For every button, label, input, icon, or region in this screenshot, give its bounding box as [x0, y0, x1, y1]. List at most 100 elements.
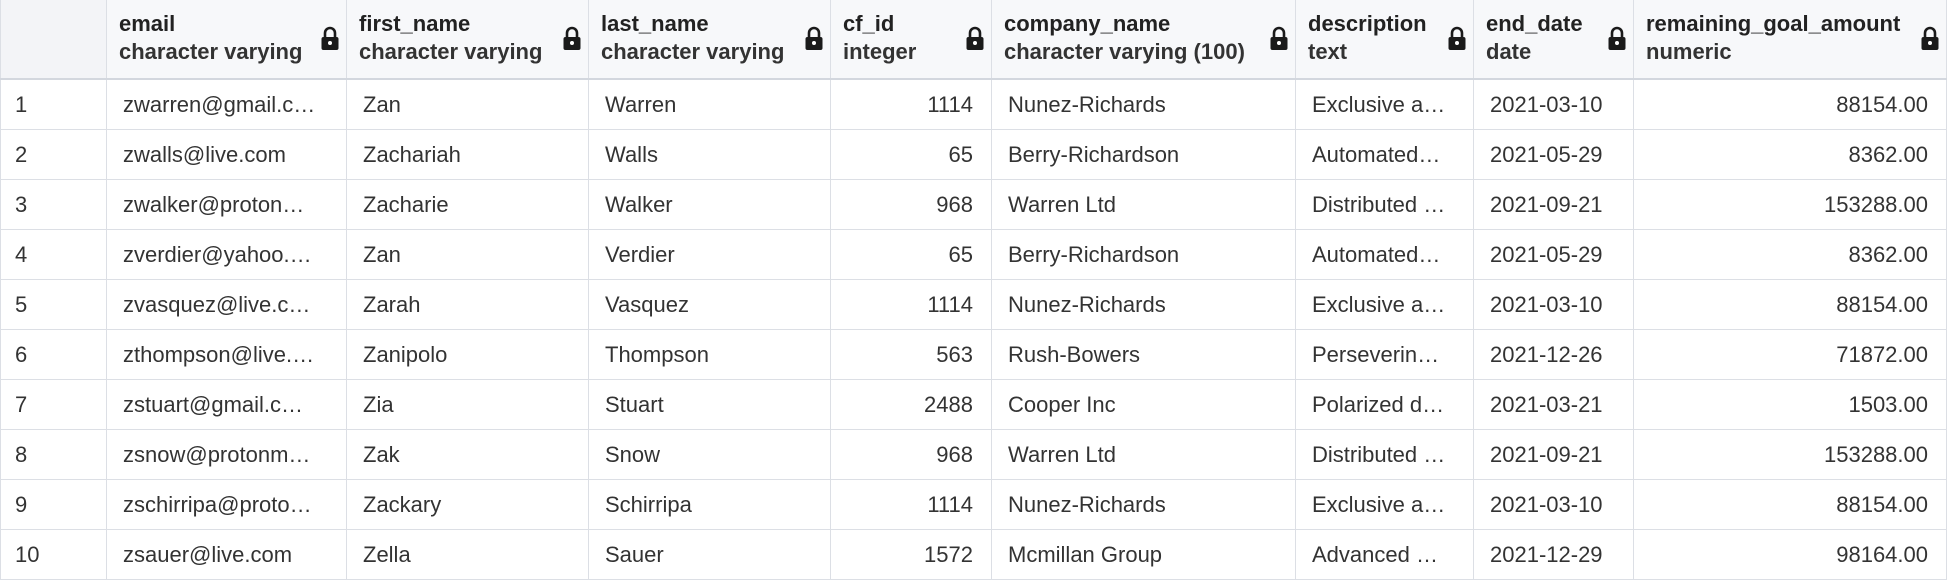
cell-cf-id[interactable]: 1572 — [830, 529, 992, 580]
cell-first-name[interactable]: Zia — [346, 379, 589, 430]
table-row[interactable]: 6 zthompson@live.… Zanipolo Thompson 563 Rush… — [0, 329, 1947, 380]
cell-last-name[interactable]: Schirripa — [588, 479, 831, 530]
row-number[interactable]: 4 — [0, 229, 107, 280]
row-number[interactable]: 6 — [0, 329, 107, 380]
table-row[interactable]: 8 zsnow@protonm… Zak Snow 968 Warren Ltd Distr… — [0, 429, 1947, 480]
row-number[interactable]: 3 — [0, 179, 107, 230]
cell-company-name[interactable]: Mcmillan Group — [991, 529, 1296, 580]
cell-remaining-goal-amount[interactable]: 88154.00 — [1633, 279, 1947, 330]
cell-company-name[interactable]: Nunez-Richards — [991, 79, 1296, 130]
column-header-last-name[interactable]: last_name character varying — [588, 0, 831, 80]
cell-cf-id[interactable]: 563 — [830, 329, 992, 380]
cell-remaining-goal-amount[interactable]: 71872.00 — [1633, 329, 1947, 380]
column-header-description[interactable]: description text — [1295, 0, 1474, 80]
cell-first-name[interactable]: Zak — [346, 429, 589, 480]
cell-cf-id[interactable]: 65 — [830, 229, 992, 280]
cell-last-name[interactable]: Snow — [588, 429, 831, 480]
cell-description[interactable]: Exclusive a… — [1295, 79, 1474, 130]
cell-company-name[interactable]: Warren Ltd — [991, 429, 1296, 480]
table-row[interactable]: 4 zverdier@yahoo.… Zan Verdier 65 Berry-Richa… — [0, 229, 1947, 280]
cell-end-date[interactable]: 2021-03-10 — [1473, 479, 1634, 530]
cell-end-date[interactable]: 2021-03-10 — [1473, 79, 1634, 130]
cell-email[interactable]: zsnow@protonm… — [106, 429, 347, 480]
cell-end-date[interactable]: 2021-09-21 — [1473, 429, 1634, 480]
cell-email[interactable]: zschirripa@proto… — [106, 479, 347, 530]
column-header-remaining-goal-amount[interactable]: remaining_goal_amount numeric — [1633, 0, 1947, 80]
cell-end-date[interactable]: 2021-12-26 — [1473, 329, 1634, 380]
cell-email[interactable]: zstuart@gmail.c… — [106, 379, 347, 430]
cell-last-name[interactable]: Warren — [588, 79, 831, 130]
cell-email[interactable]: zverdier@yahoo.… — [106, 229, 347, 280]
cell-end-date[interactable]: 2021-09-21 — [1473, 179, 1634, 230]
table-row[interactable]: 2 zwalls@live.com Zachariah Walls 65 Berry-Ri… — [0, 129, 1947, 180]
cell-description[interactable]: Distributed … — [1295, 429, 1474, 480]
cell-cf-id[interactable]: 968 — [830, 179, 992, 230]
cell-company-name[interactable]: Berry-Richardson — [991, 129, 1296, 180]
cell-email[interactable]: zwarren@gmail.c… — [106, 79, 347, 130]
cell-remaining-goal-amount[interactable]: 8362.00 — [1633, 229, 1947, 280]
cell-description[interactable]: Advanced … — [1295, 529, 1474, 580]
cell-last-name[interactable]: Stuart — [588, 379, 831, 430]
cell-email[interactable]: zsauer@live.com — [106, 529, 347, 580]
cell-remaining-goal-amount[interactable]: 153288.00 — [1633, 429, 1947, 480]
cell-last-name[interactable]: Vasquez — [588, 279, 831, 330]
cell-cf-id[interactable]: 1114 — [830, 479, 992, 530]
cell-company-name[interactable]: Rush-Bowers — [991, 329, 1296, 380]
cell-company-name[interactable]: Nunez-Richards — [991, 279, 1296, 330]
cell-description[interactable]: Polarized d… — [1295, 379, 1474, 430]
cell-last-name[interactable]: Walker — [588, 179, 831, 230]
cell-remaining-goal-amount[interactable]: 1503.00 — [1633, 379, 1947, 430]
cell-end-date[interactable]: 2021-05-29 — [1473, 129, 1634, 180]
cell-description[interactable]: Automated… — [1295, 229, 1474, 280]
table-row[interactable]: 1 zwarren@gmail.c… Zan Warren 1114 Nunez-Rich… — [0, 79, 1947, 130]
column-header-cf-id[interactable]: cf_id integer — [830, 0, 992, 80]
table-row[interactable]: 9 zschirripa@proto… Zackary Schirripa 1114 Nu… — [0, 479, 1947, 530]
cell-cf-id[interactable]: 2488 — [830, 379, 992, 430]
row-number-header[interactable] — [0, 0, 107, 80]
cell-remaining-goal-amount[interactable]: 98164.00 — [1633, 529, 1947, 580]
cell-remaining-goal-amount[interactable]: 8362.00 — [1633, 129, 1947, 180]
row-number[interactable]: 8 — [0, 429, 107, 480]
cell-last-name[interactable]: Thompson — [588, 329, 831, 380]
cell-first-name[interactable]: Zanipolo — [346, 329, 589, 380]
cell-end-date[interactable]: 2021-03-21 — [1473, 379, 1634, 430]
row-number[interactable]: 1 — [0, 79, 107, 130]
table-row[interactable]: 10 zsauer@live.com Zella Sauer 1572 Mcmillan … — [0, 529, 1947, 580]
cell-company-name[interactable]: Cooper Inc — [991, 379, 1296, 430]
cell-end-date[interactable]: 2021-12-29 — [1473, 529, 1634, 580]
cell-description[interactable]: Automated… — [1295, 129, 1474, 180]
column-header-email[interactable]: email character varying — [106, 0, 347, 80]
cell-remaining-goal-amount[interactable]: 153288.00 — [1633, 179, 1947, 230]
cell-description[interactable]: Exclusive a… — [1295, 279, 1474, 330]
cell-last-name[interactable]: Walls — [588, 129, 831, 180]
cell-first-name[interactable]: Zarah — [346, 279, 589, 330]
cell-end-date[interactable]: 2021-03-10 — [1473, 279, 1634, 330]
cell-first-name[interactable]: Zacharie — [346, 179, 589, 230]
column-header-first-name[interactable]: first_name character varying — [346, 0, 589, 80]
cell-first-name[interactable]: Zackary — [346, 479, 589, 530]
cell-email[interactable]: zwalls@live.com — [106, 129, 347, 180]
cell-first-name[interactable]: Zan — [346, 79, 589, 130]
cell-cf-id[interactable]: 1114 — [830, 79, 992, 130]
row-number[interactable]: 10 — [0, 529, 107, 580]
row-number[interactable]: 5 — [0, 279, 107, 330]
row-number[interactable]: 9 — [0, 479, 107, 530]
cell-cf-id[interactable]: 65 — [830, 129, 992, 180]
cell-last-name[interactable]: Verdier — [588, 229, 831, 280]
table-row[interactable]: 3 zwalker@proton… Zacharie Walker 968 Warren … — [0, 179, 1947, 230]
cell-remaining-goal-amount[interactable]: 88154.00 — [1633, 479, 1947, 530]
table-row[interactable]: 7 zstuart@gmail.c… Zia Stuart 2488 Cooper Inc… — [0, 379, 1947, 430]
table-row[interactable]: 5 zvasquez@live.c… Zarah Vasquez 1114 Nunez-R… — [0, 279, 1947, 330]
cell-first-name[interactable]: Zella — [346, 529, 589, 580]
cell-cf-id[interactable]: 1114 — [830, 279, 992, 330]
cell-description[interactable]: Perseverin… — [1295, 329, 1474, 380]
cell-end-date[interactable]: 2021-05-29 — [1473, 229, 1634, 280]
cell-first-name[interactable]: Zan — [346, 229, 589, 280]
cell-description[interactable]: Distributed … — [1295, 179, 1474, 230]
column-header-company-name[interactable]: company_name character varying (100) — [991, 0, 1296, 80]
row-number[interactable]: 7 — [0, 379, 107, 430]
cell-company-name[interactable]: Warren Ltd — [991, 179, 1296, 230]
cell-company-name[interactable]: Berry-Richardson — [991, 229, 1296, 280]
cell-email[interactable]: zwalker@proton… — [106, 179, 347, 230]
cell-description[interactable]: Exclusive a… — [1295, 479, 1474, 530]
